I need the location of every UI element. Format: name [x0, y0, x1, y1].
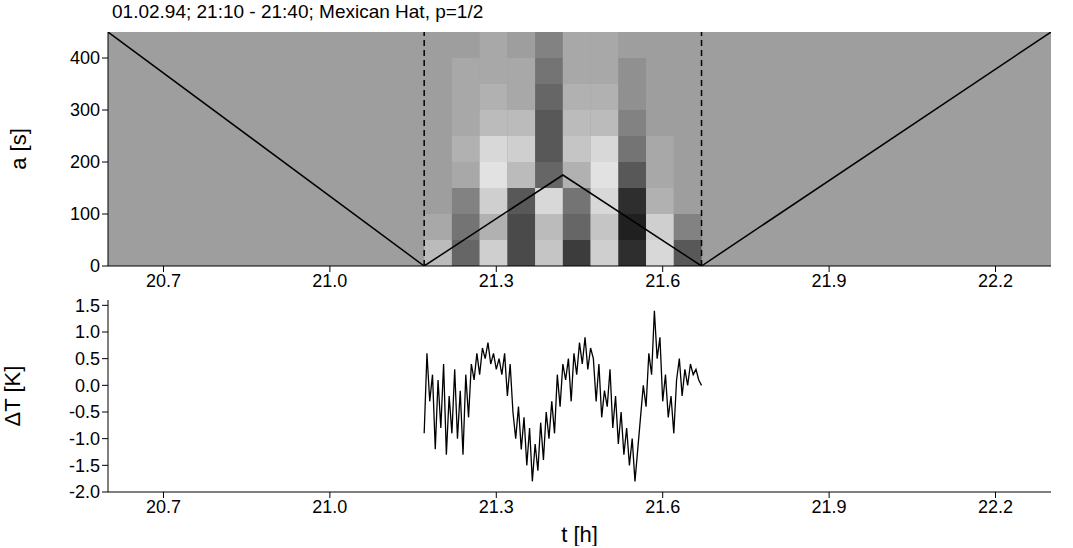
svg-text:21.6: 21.6	[645, 271, 680, 291]
html-text:01.02.94; 21:10 - 21:40; Mexic: 01.02.94; 21:10 - 21:40; Mexican Hat, p=…	[112, 1, 484, 22]
svg-text:21.0: 21.0	[312, 271, 347, 291]
svg-text:1.0: 1.0	[75, 322, 100, 342]
svg-text:0.0: 0.0	[75, 376, 100, 396]
svg-text:21.3: 21.3	[479, 271, 514, 291]
svg-text:100: 100	[70, 204, 100, 224]
svg-text:200: 200	[70, 152, 100, 172]
svg-text:22.2: 22.2	[978, 497, 1013, 517]
svg-text:21.6: 21.6	[645, 497, 680, 517]
svg-text:ΔT [K]: ΔT [K]	[0, 366, 25, 427]
svg-text:-1.5: -1.5	[69, 456, 100, 476]
svg-text:21.9: 21.9	[812, 497, 847, 517]
svg-text:21.9: 21.9	[812, 271, 847, 291]
svg-text:21.0: 21.0	[312, 497, 347, 517]
svg-text:20.7: 20.7	[146, 271, 181, 291]
svg-text:22.2: 22.2	[978, 271, 1013, 291]
svg-text:-2.0: -2.0	[69, 482, 100, 502]
svg-text:t [h]: t [h]	[561, 522, 598, 546]
svg-text:0.5: 0.5	[75, 349, 100, 369]
svg-text:1.5: 1.5	[75, 296, 100, 316]
svg-text:20.7: 20.7	[146, 497, 181, 517]
svg-text:400: 400	[70, 48, 100, 68]
svg-text:a [s]: a [s]	[6, 128, 31, 170]
svg-text:300: 300	[70, 100, 100, 120]
svg-text:-0.5: -0.5	[69, 402, 100, 422]
svg-text:0: 0	[90, 256, 100, 276]
svg-text:-1.0: -1.0	[69, 429, 100, 449]
svg-text:21.3: 21.3	[479, 497, 514, 517]
